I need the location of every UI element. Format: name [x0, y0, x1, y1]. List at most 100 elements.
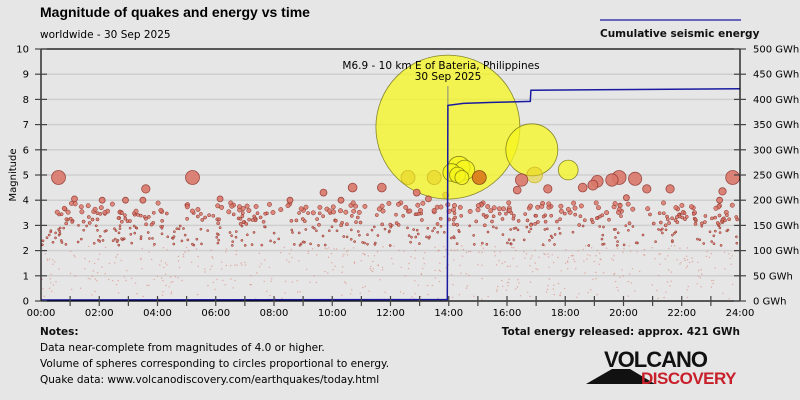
quake-point	[351, 208, 357, 214]
quake-point	[465, 273, 467, 275]
quake-point	[470, 250, 472, 253]
quake-point	[155, 200, 161, 206]
quake-point	[703, 214, 708, 218]
quake-point	[370, 265, 372, 268]
quake-point	[547, 284, 549, 287]
quake-point	[438, 204, 444, 210]
quake-point	[166, 264, 168, 266]
quake-point	[715, 221, 720, 225]
quake-point	[460, 272, 462, 274]
quake-point	[452, 236, 456, 240]
quake-point	[258, 215, 263, 220]
quake-bubble	[412, 188, 421, 197]
quake-point	[109, 201, 115, 207]
quake-point	[656, 289, 658, 292]
quake-point	[491, 225, 495, 229]
quake-point	[436, 230, 440, 234]
quake-point	[661, 200, 666, 206]
quake-point	[231, 212, 236, 217]
quake-point	[431, 284, 433, 287]
quake-point	[657, 211, 662, 216]
quake-point	[290, 228, 294, 232]
y2-tick-label: 50 GWh	[753, 271, 793, 282]
quake-bubble	[426, 170, 442, 185]
quake-point	[558, 232, 562, 235]
quake-point	[58, 229, 62, 233]
quake-point	[291, 281, 294, 283]
quake-point	[64, 243, 68, 246]
quake-point	[379, 279, 381, 281]
quake-point	[263, 211, 268, 216]
quake-bubble	[514, 173, 529, 187]
quake-point	[370, 269, 372, 272]
quake-point	[327, 272, 329, 274]
quake-point	[235, 253, 237, 256]
quake-point	[228, 231, 232, 234]
quake-point	[630, 206, 636, 212]
quake-point	[728, 298, 730, 300]
quake-bubble	[71, 195, 78, 203]
quake-point	[577, 250, 579, 252]
quake-point	[410, 235, 413, 239]
quake-point	[452, 203, 457, 208]
quake-point	[699, 277, 701, 279]
quake-point	[480, 241, 484, 245]
quake-point	[623, 247, 625, 250]
quake-point	[169, 276, 172, 278]
quake-point	[364, 253, 366, 255]
quake-point	[486, 230, 490, 234]
quake-point	[341, 271, 343, 273]
quake-point	[170, 291, 173, 293]
quake-point	[70, 250, 72, 252]
quake-point	[420, 200, 426, 206]
quake-point	[698, 238, 702, 242]
quake-point	[710, 252, 713, 255]
quake-point	[258, 266, 261, 268]
quake-point	[317, 204, 323, 210]
quake-point	[41, 239, 45, 243]
quake-point	[686, 289, 688, 291]
quake-point	[426, 226, 430, 230]
quake-point	[199, 212, 203, 216]
quake-point	[512, 213, 516, 218]
chart-title: Magnitude of quakes and energy vs time	[40, 4, 310, 20]
quake-point	[260, 263, 263, 265]
quake-point	[180, 239, 184, 243]
quake-point	[457, 229, 461, 232]
quake-point	[565, 249, 567, 251]
quake-point	[568, 257, 570, 259]
quake-point	[442, 230, 446, 234]
quake-bubble	[725, 170, 741, 185]
quake-point	[291, 256, 293, 259]
quake-point	[211, 213, 216, 218]
quake-point	[710, 240, 714, 243]
quake-point	[334, 265, 336, 267]
quake-point	[698, 269, 700, 272]
x-tick-label: 00:00	[27, 308, 56, 319]
quake-point	[545, 227, 549, 231]
quake-point	[459, 213, 464, 218]
quake-point	[451, 207, 457, 213]
quake-point	[94, 224, 98, 228]
quake-point	[225, 248, 228, 250]
quake-point	[595, 271, 597, 274]
y2-tick-label: 200 GWh	[753, 196, 799, 207]
quake-point	[115, 256, 117, 258]
quake-point	[288, 253, 291, 255]
quake-point	[374, 213, 379, 217]
quake-point	[271, 278, 273, 280]
quake-point	[686, 265, 689, 267]
y2-tick-label: 300 GWh	[753, 145, 799, 156]
quake-point	[669, 285, 671, 287]
quake-point	[142, 295, 144, 298]
quake-point	[591, 247, 593, 249]
quake-point	[182, 256, 185, 258]
quake-point	[431, 229, 434, 233]
quake-point	[222, 279, 224, 282]
quake-point	[401, 213, 406, 218]
x-tick-label: 20:00	[609, 308, 638, 319]
quake-point	[370, 228, 374, 232]
quake-point	[373, 241, 377, 245]
quake-point	[548, 266, 550, 269]
quake-point	[302, 219, 307, 224]
